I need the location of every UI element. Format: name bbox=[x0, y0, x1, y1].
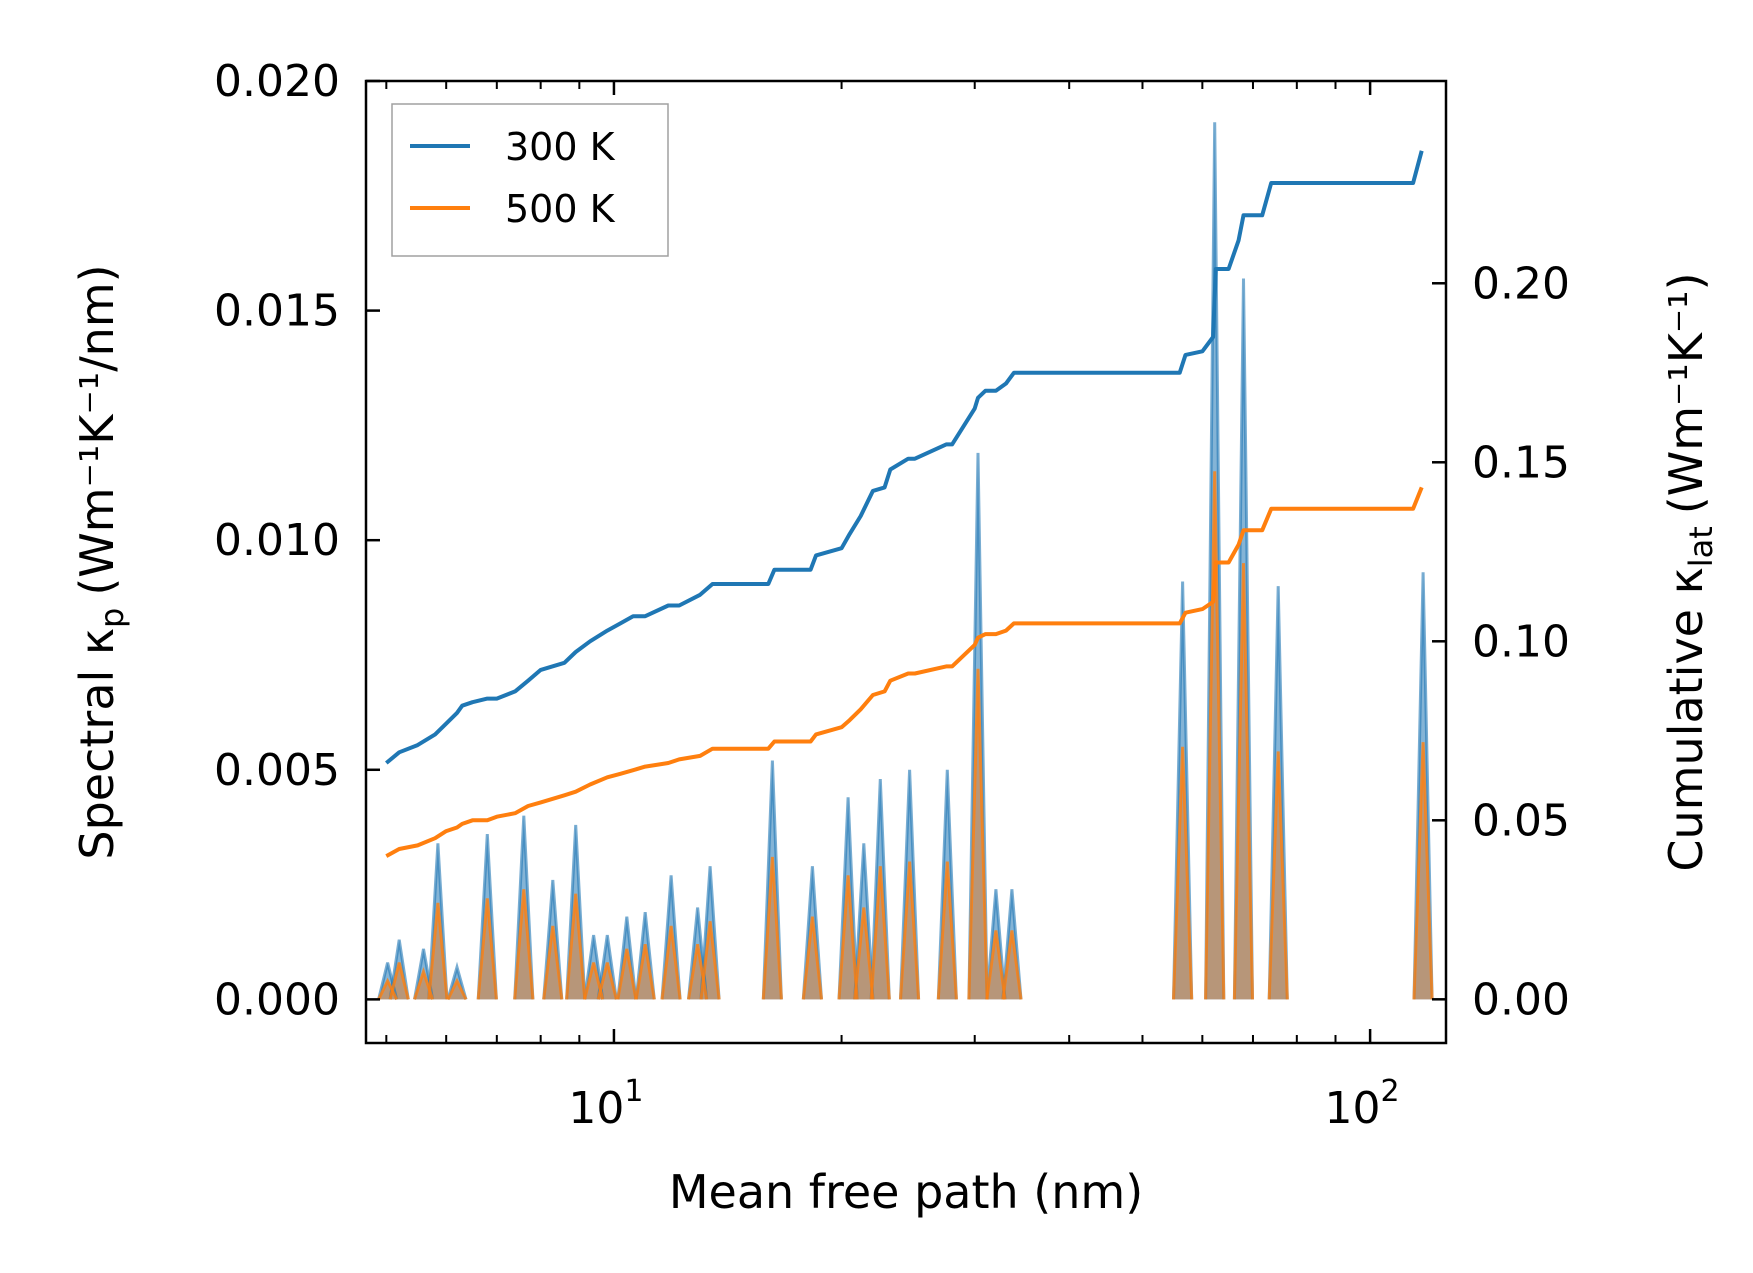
cumulative-line-500k bbox=[385, 486, 1424, 858]
spectral-peak-300k-12 bbox=[634, 911, 656, 1000]
legend-label-500k: 500 K bbox=[505, 187, 616, 231]
spectral-peak-300k-28 bbox=[1232, 278, 1254, 1000]
spectral-peak-500k-23 bbox=[967, 668, 989, 1000]
x-tick-label: 101 bbox=[568, 1074, 643, 1134]
spectral-peak-300k-22 bbox=[936, 769, 958, 1000]
spectral-peak-500k-13 bbox=[660, 925, 682, 1000]
y2-tick-label: 0.05 bbox=[1472, 795, 1570, 846]
spectral-peak-500k-18 bbox=[837, 875, 859, 1000]
spectral-peak-300k-8 bbox=[565, 824, 587, 1000]
spectral-peak-300k-27 bbox=[1204, 122, 1226, 1000]
spectral-lines bbox=[377, 122, 1434, 1001]
spectral-peak-300k-7 bbox=[542, 879, 564, 1000]
spectral-peak-500k-5 bbox=[476, 898, 498, 1000]
y-tick-label: 0.010 bbox=[214, 515, 340, 566]
y-tick-label: 0.005 bbox=[214, 745, 340, 796]
cumulative-line-300k bbox=[385, 150, 1424, 765]
spectral-peak-300k-9 bbox=[583, 934, 605, 1000]
tick-labels: 0.000 0.005 0.010 0.015 0.020 0.00 0.05 0.10 0.1… bbox=[214, 56, 1570, 1134]
spectral-peak-500k-27 bbox=[1204, 471, 1226, 1000]
spectral-peak-300k-6 bbox=[513, 815, 535, 1000]
y2-tick-label: 0.10 bbox=[1472, 616, 1570, 667]
spectral-peak-300k-19 bbox=[853, 843, 875, 1000]
spectral-peak-300k-1 bbox=[388, 939, 410, 1000]
x-axis-label: Mean free path (nm) bbox=[669, 1165, 1143, 1219]
y-axis-label-units: (Wm⁻¹K⁻¹/nm) bbox=[70, 264, 124, 595]
spectral-peak-300k-11 bbox=[616, 916, 638, 1000]
spectral-peak-300k-15 bbox=[699, 866, 721, 1000]
spectral-peak-500k-10 bbox=[596, 962, 618, 1000]
spectral-peak-500k-16 bbox=[761, 856, 783, 1000]
spectral-peak-500k-9 bbox=[583, 962, 605, 1000]
spectral-peak-500k-7 bbox=[542, 925, 564, 1000]
spectral-peak-500k-3 bbox=[427, 902, 449, 1000]
y2-axis-label-main: Cumulative κ bbox=[1659, 567, 1713, 871]
spectral-peak-500k-30 bbox=[1412, 742, 1434, 1000]
spectral-peak-300k-18 bbox=[837, 797, 859, 1000]
spectral-peak-500k-26 bbox=[1172, 746, 1194, 1000]
spectral-peak-500k-24 bbox=[985, 930, 1007, 1000]
plot-frame bbox=[364, 79, 1448, 1045]
spectral-peak-500k-1 bbox=[388, 962, 410, 1000]
legend-label-300k: 300 K bbox=[505, 125, 616, 169]
y-tick-label: 0.000 bbox=[214, 974, 340, 1025]
spectral-peak-300k-5 bbox=[476, 834, 498, 1000]
spectral-peak-500k-15 bbox=[699, 921, 721, 1000]
spectral-peak-300k-23 bbox=[967, 452, 989, 1000]
spectral-peak-500k-17 bbox=[801, 916, 823, 1000]
spectral-peak-500k-8 bbox=[565, 893, 587, 1000]
spectral-peak-300k-3 bbox=[427, 843, 449, 1000]
spectral-peak-300k-16 bbox=[761, 760, 783, 1000]
cumulative-lines bbox=[385, 150, 1424, 858]
spectral-peak-500k-21 bbox=[899, 861, 921, 1000]
spectral-peak-300k-30 bbox=[1412, 572, 1434, 1000]
spectral-peak-300k-17 bbox=[801, 866, 823, 1000]
spectral-peak-500k-20 bbox=[869, 866, 891, 1000]
spectral-peak-300k-29 bbox=[1267, 586, 1289, 1000]
y2-axis-label: Cumulative κlat (Wm⁻¹K⁻¹) bbox=[1659, 272, 1720, 871]
spectral-peak-300k-4 bbox=[446, 961, 468, 1000]
spectral-peak-500k-12 bbox=[634, 944, 656, 1000]
y2-tick-label: 0.20 bbox=[1472, 258, 1570, 309]
spectral-peak-300k-21 bbox=[899, 769, 921, 1000]
spectral-peak-300k-20 bbox=[869, 778, 891, 1000]
y-axis-label: Spectral κp (Wm⁻¹K⁻¹/nm) bbox=[70, 264, 131, 859]
x-tick-label: 102 bbox=[1325, 1074, 1400, 1134]
y-axis-label-sub: p bbox=[93, 608, 131, 628]
ticks bbox=[366, 79, 1446, 1043]
spectral-peak-500k-11 bbox=[616, 948, 638, 1000]
y2-axis-label-units: (Wm⁻¹K⁻¹) bbox=[1659, 272, 1713, 514]
spectral-peak-300k-24 bbox=[985, 889, 1007, 1000]
y-tick-label: 0.020 bbox=[214, 56, 340, 107]
spectral-peak-500k-25 bbox=[1001, 930, 1023, 1000]
spectral-peak-300k-25 bbox=[1001, 889, 1023, 1000]
spectral-peak-500k-19 bbox=[853, 907, 875, 1000]
spectral-peak-500k-4 bbox=[446, 977, 468, 1001]
spectral-peak-500k-22 bbox=[936, 861, 958, 1000]
spectral-peak-300k-13 bbox=[660, 875, 682, 1000]
axes bbox=[364, 79, 1448, 1045]
y-axis-label-main: Spectral κ bbox=[70, 628, 124, 860]
spectral-peak-500k-29 bbox=[1267, 751, 1289, 1000]
spectral-peak-500k-6 bbox=[513, 889, 535, 1000]
y-tick-label: 0.015 bbox=[214, 286, 340, 337]
spectral-peak-500k-28 bbox=[1232, 563, 1254, 1000]
y2-tick-label: 0.15 bbox=[1472, 437, 1570, 488]
legend-box bbox=[391, 103, 669, 257]
y2-axis-label-sub: lat bbox=[1682, 526, 1720, 567]
spectral-peak-300k-10 bbox=[596, 934, 618, 1000]
y2-tick-label: 0.00 bbox=[1472, 974, 1570, 1025]
legend: 300 K 500 K bbox=[391, 103, 669, 257]
spectral-peak-300k-26 bbox=[1172, 581, 1194, 1000]
spectral-peak-500k-0 bbox=[377, 977, 399, 1001]
